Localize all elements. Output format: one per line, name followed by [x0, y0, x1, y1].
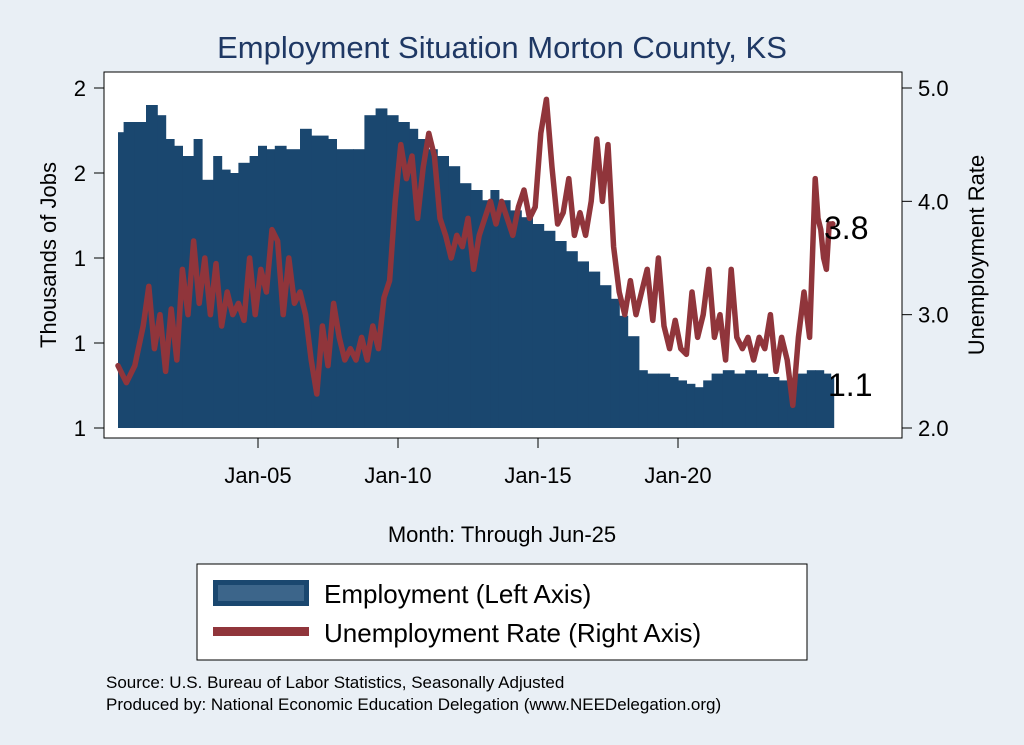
- y-axis-left: 1 1 1 2 2: [74, 76, 104, 441]
- y-left-tick-label: 1: [74, 331, 86, 356]
- employment-bar: [300, 129, 312, 428]
- employment-bar: [588, 272, 600, 428]
- y-right-tick-label: 3.0: [918, 303, 949, 328]
- legend: Employment (Left Axis) Unemployment Rate…: [197, 564, 807, 660]
- employment-bar: [723, 370, 735, 428]
- source-line-2: Produced by: National Economic Education…: [106, 695, 721, 714]
- employment-bar: [577, 261, 589, 428]
- x-tick-label: Jan-05: [224, 463, 291, 488]
- x-tick-label: Jan-20: [644, 463, 711, 488]
- employment-bar: [639, 370, 648, 428]
- employment-bar: [146, 105, 158, 428]
- source-line-1: Source: U.S. Bureau of Labor Statistics,…: [106, 673, 564, 692]
- employment-bar: [532, 224, 544, 428]
- x-axis: Jan-05 Jan-10 Jan-15 Jan-20: [224, 438, 711, 488]
- employment-bar: [600, 285, 612, 428]
- employment-bar: [611, 299, 620, 428]
- employment-bar: [135, 122, 147, 428]
- employment-bar: [779, 380, 788, 428]
- employment-bar: [619, 316, 628, 428]
- employment-bar: [807, 370, 816, 428]
- employment-bar: [734, 374, 746, 428]
- employment-end-label: 1.1: [828, 367, 872, 403]
- employment-bar: [756, 374, 768, 428]
- employment-bar: [499, 200, 511, 428]
- y-left-tick-label: 2: [74, 161, 86, 186]
- x-tick-label: Jan-15: [504, 463, 571, 488]
- employment-bar: [815, 370, 824, 428]
- employment-bar: [336, 149, 353, 428]
- employment-bar: [658, 374, 670, 428]
- employment-bar: [647, 374, 659, 428]
- employment-bar: [328, 139, 337, 428]
- employment-bar: [555, 241, 567, 428]
- employment-bar: [166, 139, 175, 428]
- employment-bar: [628, 336, 640, 428]
- x-tick-label: Jan-10: [364, 463, 431, 488]
- employment-bar: [678, 380, 687, 428]
- employment-bar: [118, 132, 124, 428]
- employment-bar: [521, 217, 533, 428]
- employment-bar: [745, 370, 757, 428]
- chart-title: Employment Situation Morton County, KS: [217, 30, 787, 65]
- employment-bar: [376, 108, 388, 428]
- employment-bar: [544, 231, 556, 428]
- employment-bar: [510, 210, 522, 428]
- employment-bar: [566, 251, 578, 428]
- y-axis-right: 2.0 3.0 4.0 5.0: [902, 76, 949, 441]
- legend-employment-label: Employment (Left Axis): [324, 579, 591, 609]
- legend-unemployment-label: Unemployment Rate (Right Axis): [324, 618, 701, 648]
- y-left-tick-label: 2: [74, 76, 86, 101]
- employment-bar: [448, 166, 460, 428]
- y-left-tick-label: 1: [74, 246, 86, 271]
- employment-bar: [670, 377, 679, 428]
- employment-bar: [364, 115, 376, 428]
- employment-bar: [686, 384, 695, 428]
- employment-bar: [703, 380, 712, 428]
- chart-canvas: Employment Situation Morton County, KS J…: [0, 0, 1024, 745]
- employment-bar: [695, 387, 704, 428]
- employment-bar: [712, 374, 724, 428]
- x-axis-label: Month: Through Jun-25: [388, 522, 616, 547]
- employment-bar: [768, 377, 780, 428]
- y-right-tick-label: 2.0: [918, 416, 949, 441]
- y-axis-left-label: Thousands of Jobs: [36, 162, 61, 348]
- y-axis-right-label: Unemployment Rate: [964, 155, 989, 356]
- unemployment-end-label: 3.8: [824, 210, 868, 246]
- y-right-tick-label: 5.0: [918, 76, 949, 101]
- employment-bar: [157, 115, 166, 428]
- legend-unemployment-swatch: [213, 627, 309, 636]
- legend-employment-swatch-inner: [218, 585, 304, 601]
- y-right-tick-label: 4.0: [918, 189, 949, 214]
- employment-bar: [353, 149, 365, 428]
- employment-bar: [482, 200, 491, 428]
- y-left-tick-label: 1: [74, 416, 86, 441]
